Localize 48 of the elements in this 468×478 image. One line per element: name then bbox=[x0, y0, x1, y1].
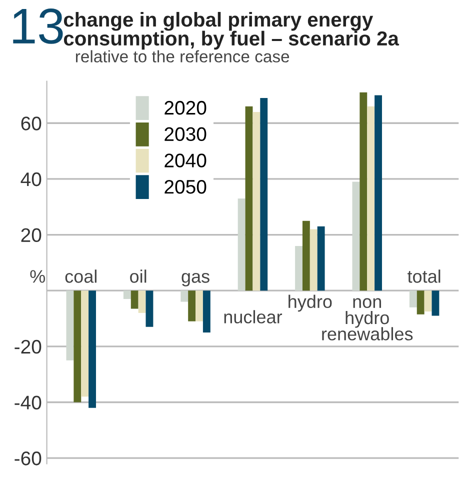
bar bbox=[295, 246, 302, 291]
bar bbox=[238, 198, 246, 291]
legend-label: 2020 bbox=[164, 100, 206, 115]
y-tick-label: -40 bbox=[14, 396, 42, 410]
text: 13 bbox=[13, 8, 63, 44]
bar bbox=[432, 290, 440, 316]
y-tick-label: 20 bbox=[21, 228, 42, 242]
bar bbox=[180, 290, 188, 302]
legend-label: 2040 bbox=[164, 154, 206, 168]
chart-title: change in global primary energy consumption, by fuel – scenario 2a bbox=[64, 12, 400, 50]
x-tick-label: hydro bbox=[288, 294, 332, 312]
bar bbox=[202, 290, 210, 332]
bar bbox=[252, 112, 260, 291]
bar bbox=[360, 92, 368, 291]
y-tick-label: 40 bbox=[20, 172, 42, 186]
bar bbox=[66, 290, 74, 360]
bar bbox=[88, 290, 96, 408]
bar bbox=[416, 290, 424, 314]
bar bbox=[424, 290, 432, 312]
bar bbox=[310, 229, 318, 291]
bar bbox=[81, 290, 89, 397]
x-tick-label: nuclear bbox=[224, 310, 282, 324]
bar bbox=[245, 106, 253, 291]
bar bbox=[367, 106, 375, 291]
bar bbox=[317, 226, 325, 291]
x-tick-label: oil bbox=[130, 270, 146, 283]
bar bbox=[352, 182, 360, 291]
bar bbox=[260, 98, 268, 291]
y-tick-label: -20 bbox=[14, 340, 42, 354]
bar bbox=[302, 220, 310, 291]
x-tick-label: coal bbox=[65, 270, 96, 283]
bar bbox=[409, 290, 417, 308]
x-tick-label: total bbox=[408, 270, 440, 283]
legend-label: 2030 bbox=[164, 127, 206, 142]
bar bbox=[146, 290, 154, 327]
bar bbox=[138, 290, 146, 313]
bar bbox=[188, 290, 196, 322]
bar bbox=[123, 290, 131, 299]
chart-subtitle: relative to the reference case bbox=[76, 50, 290, 62]
legend-label: 2050 bbox=[164, 180, 206, 194]
bar bbox=[74, 290, 82, 402]
y-tick-label: 60 bbox=[21, 116, 42, 130]
bar bbox=[374, 95, 382, 291]
bar bbox=[130, 290, 138, 309]
bar bbox=[196, 290, 203, 322]
x-tick-label: gas bbox=[182, 272, 210, 286]
y-tick-label: -60 bbox=[14, 452, 42, 466]
y-axis-title: % bbox=[30, 270, 46, 283]
